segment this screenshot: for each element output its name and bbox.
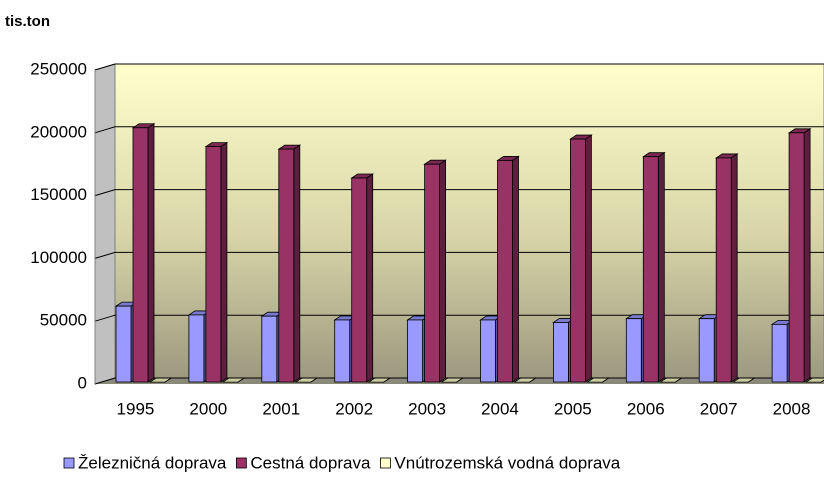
- y-tick-label: 250000: [30, 59, 87, 78]
- bar: [407, 319, 424, 383]
- bar-top: [513, 377, 537, 383]
- bar: [132, 127, 149, 383]
- bar: [480, 319, 496, 383]
- y-tick-label: 150000: [30, 185, 87, 204]
- bar: [570, 138, 586, 383]
- x-tick-label: 2006: [627, 399, 665, 418]
- x-tick-label: 2003: [408, 399, 446, 418]
- legend-label: Cestná doprava: [250, 453, 371, 472]
- y-tick-label: 0: [78, 373, 87, 392]
- bar: [553, 322, 569, 383]
- legend-swatch: [235, 457, 247, 469]
- bar-side: [730, 153, 738, 383]
- legend-swatch: [380, 457, 391, 469]
- bar: [642, 156, 659, 383]
- bar: [188, 314, 205, 383]
- side-wall: [94, 63, 116, 385]
- plot: 0 50000 100000 150000 200000 250000 1995 2000 20…: [30, 59, 824, 418]
- bar-side: [366, 173, 374, 383]
- bar: [115, 305, 132, 383]
- bar: [771, 323, 788, 383]
- x-tick-label: 2000: [189, 399, 227, 418]
- bar-side: [803, 128, 811, 383]
- y-tick-label: 200000: [30, 122, 87, 141]
- legend-label: Vnútrozemská vodná doprava: [394, 453, 620, 472]
- bar: [625, 318, 642, 383]
- grid-line: [94, 63, 824, 71]
- x-tick-label: 2005: [554, 399, 592, 418]
- grid-line: [94, 126, 824, 134]
- bar: [715, 157, 732, 383]
- bar-top: [586, 377, 610, 383]
- bar: [351, 177, 368, 383]
- bar-top: [440, 377, 464, 383]
- x-tick-label: 2008: [773, 399, 811, 418]
- bar-side: [657, 151, 665, 383]
- y-axis-title: tis.ton: [5, 13, 50, 30]
- bar-top: [148, 377, 173, 383]
- bar: [278, 148, 295, 383]
- bar: [698, 318, 715, 383]
- bar: [424, 163, 441, 383]
- x-tick-label: 2004: [481, 399, 519, 418]
- bar: [788, 132, 805, 383]
- bar: [497, 160, 513, 383]
- x-tick-label: 2007: [700, 399, 738, 418]
- x-tick-label: 2001: [262, 399, 300, 418]
- y-tick-label: 100000: [30, 248, 87, 267]
- x-tick-label: 1995: [117, 399, 155, 418]
- x-tick-label: 2002: [335, 399, 373, 418]
- bar-top: [367, 377, 392, 383]
- legend-label: Železničná doprava: [78, 453, 227, 472]
- bar: [261, 315, 278, 383]
- bar-side: [147, 123, 155, 383]
- bar-top: [804, 377, 824, 383]
- bar: [205, 146, 222, 383]
- bar-side: [512, 155, 519, 383]
- bar-top: [294, 377, 319, 383]
- bar-side: [220, 141, 228, 383]
- bar-side: [585, 134, 592, 383]
- legend: Železničná doprava Cestná doprava Vnútroze…: [63, 453, 621, 472]
- bar-top: [658, 377, 683, 383]
- bar-top: [221, 377, 246, 383]
- legend-swatch: [63, 457, 75, 469]
- y-tick-label: 50000: [40, 311, 87, 330]
- bar-top: [731, 377, 756, 383]
- bar: [334, 319, 351, 383]
- bar-side: [439, 159, 447, 383]
- bar-side: [293, 144, 301, 383]
